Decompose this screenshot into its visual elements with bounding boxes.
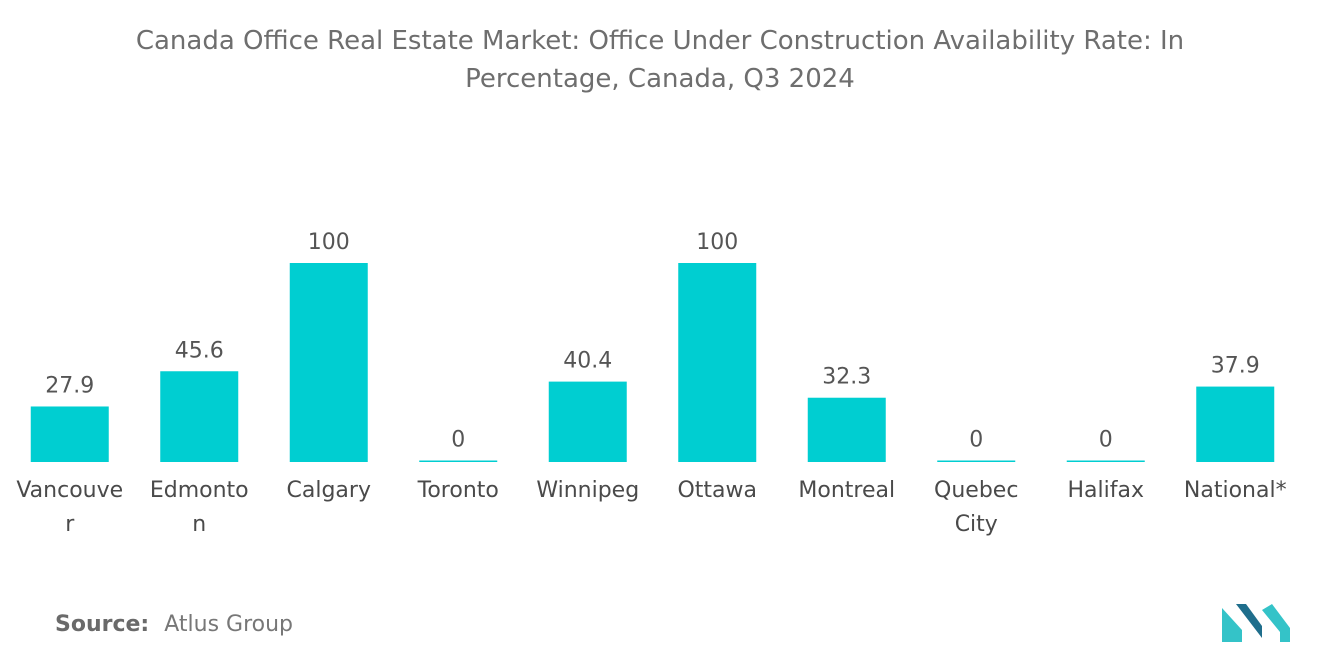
bar-3 <box>419 460 498 462</box>
bar-6 <box>807 397 886 462</box>
category-label-5: Ottawa <box>677 478 757 503</box>
value-label-1: 45.6 <box>175 338 224 363</box>
bar-1 <box>160 371 239 462</box>
bar-0 <box>30 406 109 462</box>
category-label-6: Montreal <box>798 478 895 503</box>
value-label-7: 0 <box>969 428 983 453</box>
value-label-3: 0 <box>451 428 465 453</box>
category-label-8: Halifax <box>1068 478 1145 503</box>
category-label-2: Calgary <box>287 478 371 503</box>
source-value: Atlus Group <box>164 612 294 637</box>
bar-4 <box>548 381 627 462</box>
bar-chart: 27.9 Vancouve r 45.6 Edmonto n 100 Calgary 0 Toro… <box>16 230 1287 537</box>
category-label-7: Quebec City <box>934 478 1018 537</box>
bar-9 <box>1196 386 1275 462</box>
category-label-1: Edmonto n <box>150 478 249 537</box>
value-label-9: 37.9 <box>1211 354 1260 379</box>
category-label-4: Winnipeg <box>536 478 639 503</box>
category-label-3: Toronto <box>417 478 499 503</box>
value-label-2: 100 <box>308 230 350 255</box>
value-label-5: 100 <box>696 230 738 255</box>
source-note: Source: Atlus Group <box>55 612 293 637</box>
bar-7 <box>937 460 1016 462</box>
bar-5 <box>678 263 757 462</box>
source-label: Source: <box>55 612 150 637</box>
category-label-0: Vancouve r <box>16 478 123 537</box>
mordor-logo-icon <box>1222 604 1290 642</box>
value-label-0: 27.9 <box>45 373 94 398</box>
category-label-9: National* <box>1184 478 1287 503</box>
value-label-4: 40.4 <box>563 349 612 374</box>
value-label-8: 0 <box>1099 428 1113 453</box>
bar-2 <box>289 263 368 462</box>
bar-8 <box>1066 460 1145 462</box>
chart-title: Canada Office Real Estate Market: Office… <box>135 26 1185 94</box>
value-label-6: 32.3 <box>822 365 871 390</box>
